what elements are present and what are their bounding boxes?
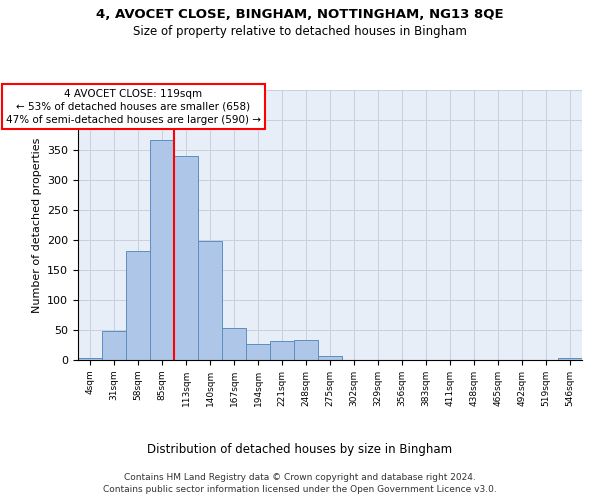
Bar: [102, 331, 126, 360]
Bar: [174, 156, 198, 360]
Bar: [270, 341, 294, 360]
Text: Size of property relative to detached houses in Bingham: Size of property relative to detached ho…: [133, 25, 467, 38]
Text: 4 AVOCET CLOSE: 119sqm
← 53% of detached houses are smaller (658)
47% of semi-de: 4 AVOCET CLOSE: 119sqm ← 53% of detached…: [5, 88, 260, 125]
Bar: [318, 356, 342, 360]
Bar: [222, 328, 246, 360]
Text: Contains public sector information licensed under the Open Government Licence v3: Contains public sector information licen…: [103, 485, 497, 494]
Text: 4, AVOCET CLOSE, BINGHAM, NOTTINGHAM, NG13 8QE: 4, AVOCET CLOSE, BINGHAM, NOTTINGHAM, NG…: [96, 8, 504, 20]
Bar: [150, 140, 174, 360]
Text: Distribution of detached houses by size in Bingham: Distribution of detached houses by size …: [148, 442, 452, 456]
Bar: [78, 358, 102, 360]
Text: Contains HM Land Registry data © Crown copyright and database right 2024.: Contains HM Land Registry data © Crown c…: [124, 472, 476, 482]
Bar: [246, 344, 270, 360]
Y-axis label: Number of detached properties: Number of detached properties: [32, 138, 41, 312]
Bar: [558, 358, 582, 360]
Bar: [198, 241, 222, 360]
Bar: [126, 251, 150, 360]
Bar: [294, 340, 318, 360]
